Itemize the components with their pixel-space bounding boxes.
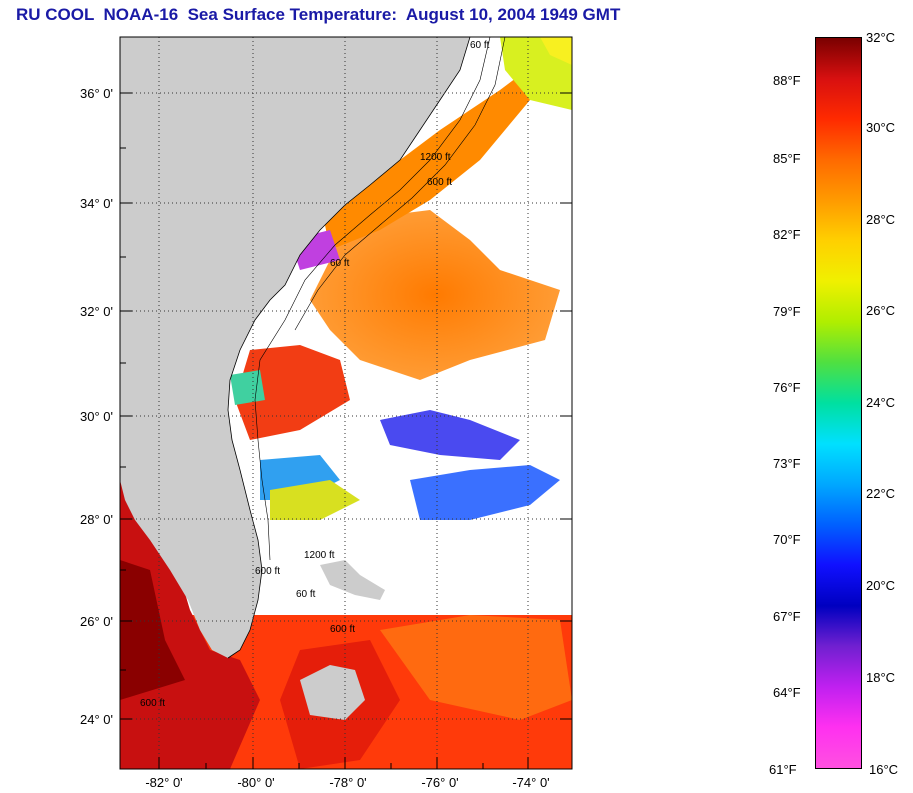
sst-offshore-1: [310, 210, 560, 380]
temperature-colorbar: [815, 37, 862, 769]
c-label-18: 18°C: [866, 670, 896, 685]
f-label-79: 79°F: [773, 304, 801, 319]
lat-label-26: 26° 0': [80, 614, 113, 629]
c-label-32: 32°C: [866, 30, 896, 45]
contour-label: 1200 ft: [420, 152, 451, 163]
lon-label-74: -74° 0': [512, 775, 549, 790]
contour-1200ft: [294, 37, 506, 331]
sst-cool-2: [410, 465, 560, 520]
sst-gulf-deep: [120, 560, 185, 700]
contour-label: 60 ft: [330, 258, 350, 269]
c-label-22: 22°C: [866, 486, 896, 501]
lon-label-82: -82° 0': [145, 775, 182, 790]
f-label-64: 64°F: [773, 685, 801, 700]
lon-label-76: -76° 0': [421, 775, 458, 790]
contour-600ft: [254, 37, 491, 561]
lat-label-30: 30° 0': [80, 409, 113, 424]
contour-label: 600 ft: [140, 698, 165, 709]
contour-label: 600 ft: [255, 566, 280, 577]
lat-label-34: 34° 0': [80, 196, 113, 211]
c-label-26: 26°C: [866, 303, 896, 318]
sst-patch-1: [380, 615, 572, 720]
land-bahamas-1: [320, 560, 385, 600]
c-label-16: 16°C: [869, 762, 899, 777]
sst-cool-1: [380, 410, 520, 460]
gridlines: [120, 37, 572, 769]
land-cuba: [300, 665, 365, 720]
lat-label-36: 36° 0': [80, 86, 113, 101]
land-mainland: [120, 37, 470, 658]
coastline: [227, 37, 471, 659]
contour-label: 600 ft: [427, 177, 452, 188]
c-label-20: 20°C: [866, 578, 896, 593]
sst-cool-6: [230, 370, 265, 405]
sst-shelf: [320, 75, 530, 250]
plot-frame: [119, 36, 573, 770]
sst-cool-4: [270, 480, 360, 520]
sst-offshore-2: [235, 345, 350, 440]
contour-label: 60 ft: [296, 589, 316, 600]
c-label-30: 30°C: [866, 120, 896, 135]
f-label-76: 76°F: [773, 380, 801, 395]
lat-label-24: 24° 0': [80, 712, 113, 727]
contour-label: 600 ft: [330, 624, 355, 635]
f-label-67: 67°F: [773, 609, 801, 624]
lat-label-28: 28° 0': [80, 512, 113, 527]
f-label-88: 88°F: [773, 73, 801, 88]
lat-label-32: 32° 0': [80, 304, 113, 319]
c-label-24: 24°C: [866, 395, 896, 410]
f-label-85: 85°F: [773, 151, 801, 166]
f-label-82: 82°F: [773, 227, 801, 242]
map-title: RU COOL NOAA-16 Sea Surface Temperature:…: [16, 5, 621, 24]
lon-label-78: -78° 0': [329, 775, 366, 790]
f-label-73: 73°F: [773, 456, 801, 471]
contour-label: 60 ft: [470, 40, 490, 51]
f-label-70: 70°F: [773, 532, 801, 547]
c-label-28: 28°C: [866, 212, 896, 227]
f-label-61: 61°F: [769, 762, 797, 777]
lon-label-80: -80° 0': [237, 775, 274, 790]
sst-northeast-2: [540, 37, 572, 65]
contour-label: 1200 ft: [304, 550, 335, 561]
ticks: [120, 92, 572, 769]
